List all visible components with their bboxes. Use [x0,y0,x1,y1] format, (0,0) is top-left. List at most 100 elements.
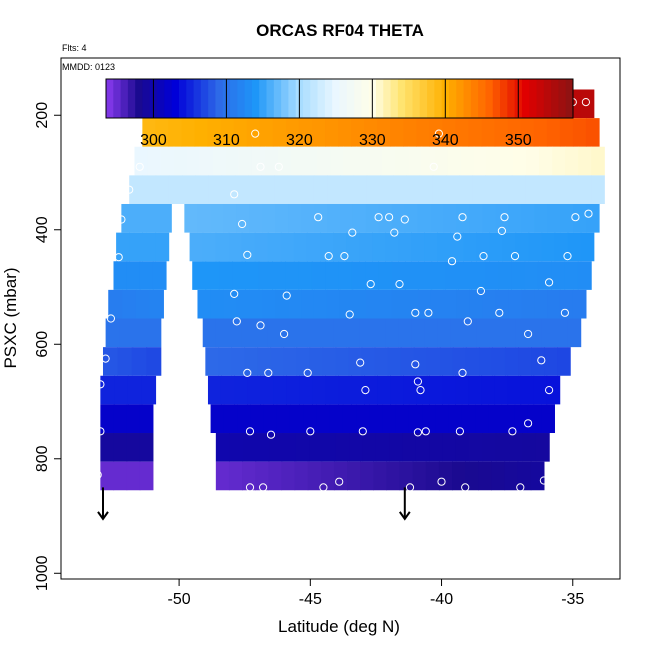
heatmap-cell [300,175,315,204]
heatmap-cell [429,433,444,462]
colorbar-swatch [208,79,216,118]
heatmap-cell [514,404,529,434]
colorbar-swatch [288,79,297,118]
heatmap-cell [320,318,334,348]
heatmap-cell [307,461,322,491]
heatmap-cell [509,433,524,462]
heatmap-cell [404,261,419,290]
heatmap-cell [395,146,410,176]
observation-point [96,427,105,436]
heatmap-cell [221,175,236,204]
heatmap-cell [195,175,209,204]
heatmap-cell [158,203,172,233]
heatmap-cell [168,118,183,147]
heatmap-cell [554,232,569,262]
heatmap-cell [439,347,454,376]
heatmap-cell [560,203,574,233]
observation-point [335,477,344,486]
colorbar-tick-label: 300 [140,132,167,149]
heatmap-cell [189,232,204,262]
heatmap-cell [473,146,488,176]
heatmap-cell [585,118,600,147]
heatmap-cell [417,203,432,233]
heatmap-cell [533,375,548,405]
heatmap-cell [442,433,457,462]
heatmap-cell [267,318,282,348]
heatmap-cell [333,232,347,262]
heatmap-cell [538,175,553,204]
heatmap-cell [160,146,175,176]
heatmap-cell [375,433,390,462]
heatmap-cell [398,232,412,262]
colorbar-swatch [171,79,180,118]
heatmap-cell [280,232,295,262]
heatmap-cell [205,261,220,290]
heatmap-cell [469,433,484,462]
heatmap-cell [301,289,315,319]
observation-point [447,257,457,266]
observation-point [135,162,144,171]
heatmap-cell [512,146,527,176]
observation-point [563,252,572,261]
heatmap-cell [411,318,425,348]
heatmap-cell [155,175,170,204]
heatmap-cell [325,118,339,147]
colorbar-swatch [178,79,187,118]
heatmap-cell [528,232,543,262]
heatmap-cell [319,232,334,262]
heatmap-cell [327,175,341,204]
heatmap-cell [298,118,313,147]
heatmap-cell [471,261,486,290]
colorbar-swatch [281,79,289,118]
heatmap-cell [572,289,587,319]
heatmap-cell [142,118,157,147]
heatmap-cell [489,232,504,262]
heatmap-cell [247,375,261,405]
heatmap-cell [250,404,265,434]
heatmap-cell [147,146,162,176]
colorbar-swatch [361,79,370,118]
heatmap-cell [245,261,260,290]
observation-point [245,427,255,436]
heatmap-cell [322,347,337,376]
heatmap-cell [507,375,522,405]
heatmap-cell [339,289,354,319]
heatmap-cell [456,289,470,319]
heatmap-cell [231,347,246,376]
observation-point [405,483,415,492]
heatmap-cell [541,404,555,434]
heatmap-cell [352,289,367,319]
heatmap-cell [316,404,331,434]
heatmap-cell [499,146,514,176]
colorbar-swatch [346,79,355,118]
heatmap-cell [450,318,464,348]
heatmap-cell [495,203,509,233]
heatmap-cell [228,318,243,348]
heatmap-cell [356,404,370,434]
heatmap-cell [419,175,434,204]
y-tick-label: 800 [34,445,51,472]
heatmap-cell [338,375,352,405]
heatmap-cell [502,232,517,262]
heatmap-cell [530,461,545,491]
colorbar-swatch [565,79,574,118]
heatmap-cell [455,433,470,462]
colorbar-swatch [244,79,253,118]
heatmap-cell [335,347,350,376]
heatmap-cell [372,232,386,262]
heatmap-cell [418,261,433,290]
observation-point [303,368,312,377]
heatmap-cell [288,289,302,319]
heatmap-cell [385,318,399,348]
heatmap-cell [391,203,406,233]
heatmap-cell [296,347,311,376]
heatmap-cell [465,461,479,491]
heatmap-cell [215,232,230,262]
observation-point [125,185,134,194]
heatmap-cell [494,118,509,147]
observation-point [117,215,126,224]
observation-point [411,308,420,317]
colorbar-swatch [478,79,486,118]
colorbar-swatch [317,79,326,118]
observation-point [356,358,365,367]
